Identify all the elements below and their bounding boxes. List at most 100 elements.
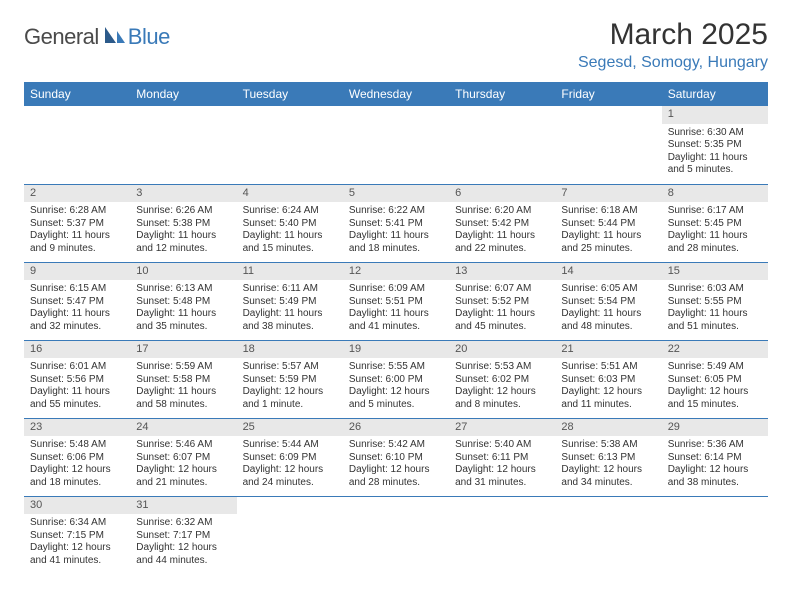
day-details: Sunrise: 5:44 AMSunset: 6:09 PMDaylight:…	[237, 436, 343, 493]
day-line: Sunrise: 6:32 AM	[136, 517, 230, 530]
day-line: Daylight: 12 hours	[455, 386, 549, 399]
calendar-cell	[449, 106, 555, 184]
day-line: Daylight: 11 hours	[136, 230, 230, 243]
day-details: Sunrise: 6:32 AMSunset: 7:17 PMDaylight:…	[130, 514, 236, 571]
day-line: and 51 minutes.	[668, 321, 762, 334]
day-line: Daylight: 11 hours	[136, 308, 230, 321]
day-line: and 41 minutes.	[30, 555, 124, 568]
day-number: 7	[555, 185, 661, 203]
day-number: 4	[237, 185, 343, 203]
calendar-cell: 26Sunrise: 5:42 AMSunset: 6:10 PMDayligh…	[343, 418, 449, 496]
day-number: 8	[662, 185, 768, 203]
day-number: 31	[130, 497, 236, 515]
day-line: Sunrise: 5:38 AM	[561, 439, 655, 452]
day-line: Sunset: 5:41 PM	[349, 218, 443, 231]
calendar-cell: 21Sunrise: 5:51 AMSunset: 6:03 PMDayligh…	[555, 340, 661, 418]
day-details: Sunrise: 6:11 AMSunset: 5:49 PMDaylight:…	[237, 280, 343, 337]
day-line: Sunrise: 6:22 AM	[349, 205, 443, 218]
day-line: Sunrise: 5:48 AM	[30, 439, 124, 452]
day-line: Sunset: 6:13 PM	[561, 452, 655, 465]
calendar-head: SundayMondayTuesdayWednesdayThursdayFrid…	[24, 82, 768, 106]
day-line: Sunset: 5:48 PM	[136, 296, 230, 309]
logo-text-blue: Blue	[128, 24, 170, 50]
day-line: Sunrise: 6:17 AM	[668, 205, 762, 218]
day-header: Thursday	[449, 82, 555, 106]
day-details: Sunrise: 5:57 AMSunset: 5:59 PMDaylight:…	[237, 358, 343, 415]
day-line: Sunrise: 6:05 AM	[561, 283, 655, 296]
day-number: 5	[343, 185, 449, 203]
day-line: Daylight: 11 hours	[455, 230, 549, 243]
day-line: and 28 minutes.	[349, 477, 443, 490]
day-line: and 28 minutes.	[668, 243, 762, 256]
calendar-cell: 27Sunrise: 5:40 AMSunset: 6:11 PMDayligh…	[449, 418, 555, 496]
day-details: Sunrise: 6:26 AMSunset: 5:38 PMDaylight:…	[130, 202, 236, 259]
day-line: Sunrise: 6:13 AM	[136, 283, 230, 296]
day-line: Daylight: 11 hours	[668, 230, 762, 243]
day-details: Sunrise: 5:38 AMSunset: 6:13 PMDaylight:…	[555, 436, 661, 493]
calendar-cell: 13Sunrise: 6:07 AMSunset: 5:52 PMDayligh…	[449, 262, 555, 340]
calendar-cell: 4Sunrise: 6:24 AMSunset: 5:40 PMDaylight…	[237, 184, 343, 262]
day-line: Daylight: 12 hours	[349, 464, 443, 477]
day-number: 3	[130, 185, 236, 203]
day-line: Daylight: 12 hours	[243, 464, 337, 477]
day-details: Sunrise: 6:15 AMSunset: 5:47 PMDaylight:…	[24, 280, 130, 337]
day-header: Friday	[555, 82, 661, 106]
day-line: Sunrise: 6:26 AM	[136, 205, 230, 218]
day-header: Tuesday	[237, 82, 343, 106]
calendar-cell: 22Sunrise: 5:49 AMSunset: 6:05 PMDayligh…	[662, 340, 768, 418]
day-number: 13	[449, 263, 555, 281]
day-details: Sunrise: 5:46 AMSunset: 6:07 PMDaylight:…	[130, 436, 236, 493]
day-line: and 55 minutes.	[30, 399, 124, 412]
day-line: and 22 minutes.	[455, 243, 549, 256]
day-line: and 38 minutes.	[668, 477, 762, 490]
day-line: Sunset: 5:54 PM	[561, 296, 655, 309]
day-number: 15	[662, 263, 768, 281]
calendar-cell: 6Sunrise: 6:20 AMSunset: 5:42 PMDaylight…	[449, 184, 555, 262]
day-line: Sunrise: 6:09 AM	[349, 283, 443, 296]
day-line: Sunrise: 5:57 AM	[243, 361, 337, 374]
day-details: Sunrise: 6:09 AMSunset: 5:51 PMDaylight:…	[343, 280, 449, 337]
calendar-cell: 8Sunrise: 6:17 AMSunset: 5:45 PMDaylight…	[662, 184, 768, 262]
day-line: Sunset: 5:35 PM	[668, 139, 762, 152]
day-line: and 18 minutes.	[349, 243, 443, 256]
day-line: Daylight: 12 hours	[136, 464, 230, 477]
day-line: Sunrise: 6:07 AM	[455, 283, 549, 296]
day-line: and 38 minutes.	[243, 321, 337, 334]
day-details: Sunrise: 6:01 AMSunset: 5:56 PMDaylight:…	[24, 358, 130, 415]
day-details: Sunrise: 6:03 AMSunset: 5:55 PMDaylight:…	[662, 280, 768, 337]
day-line: Sunrise: 6:30 AM	[668, 127, 762, 140]
day-line: Sunrise: 5:42 AM	[349, 439, 443, 452]
day-line: Daylight: 11 hours	[668, 152, 762, 165]
day-number: 6	[449, 185, 555, 203]
calendar-cell: 1Sunrise: 6:30 AMSunset: 5:35 PMDaylight…	[662, 106, 768, 184]
day-line: Sunset: 5:44 PM	[561, 218, 655, 231]
day-header: Sunday	[24, 82, 130, 106]
day-line: Sunrise: 6:11 AM	[243, 283, 337, 296]
day-number: 14	[555, 263, 661, 281]
day-line: Sunset: 6:06 PM	[30, 452, 124, 465]
day-number: 21	[555, 341, 661, 359]
day-line: and 31 minutes.	[455, 477, 549, 490]
day-line: Daylight: 11 hours	[243, 308, 337, 321]
calendar-cell	[343, 106, 449, 184]
day-line: Daylight: 12 hours	[243, 386, 337, 399]
day-line: Sunrise: 5:53 AM	[455, 361, 549, 374]
day-line: and 9 minutes.	[30, 243, 124, 256]
calendar-cell: 11Sunrise: 6:11 AMSunset: 5:49 PMDayligh…	[237, 262, 343, 340]
day-line: and 1 minute.	[243, 399, 337, 412]
day-number: 29	[662, 419, 768, 437]
day-number: 16	[24, 341, 130, 359]
day-line: Sunset: 5:37 PM	[30, 218, 124, 231]
day-details: Sunrise: 6:22 AMSunset: 5:41 PMDaylight:…	[343, 202, 449, 259]
page-header: General Blue March 2025 Segesd, Somogy, …	[24, 18, 768, 72]
day-number: 25	[237, 419, 343, 437]
calendar-cell	[555, 106, 661, 184]
day-line: Sunrise: 6:28 AM	[30, 205, 124, 218]
day-details: Sunrise: 5:59 AMSunset: 5:58 PMDaylight:…	[130, 358, 236, 415]
day-line: Daylight: 12 hours	[30, 464, 124, 477]
day-header: Monday	[130, 82, 236, 106]
day-line: Sunset: 7:17 PM	[136, 530, 230, 543]
day-number: 28	[555, 419, 661, 437]
day-line: Sunrise: 5:36 AM	[668, 439, 762, 452]
day-number: 19	[343, 341, 449, 359]
